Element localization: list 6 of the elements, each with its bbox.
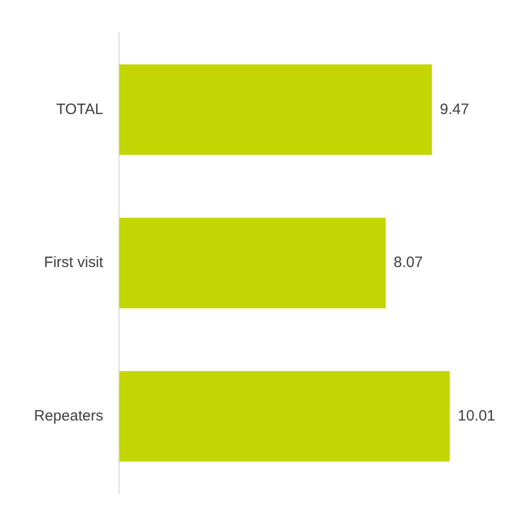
y-tick-label: Repeaters [34, 407, 104, 424]
data-label: 9.47 [440, 100, 470, 118]
y-tick-label: First visit [44, 254, 104, 272]
data-label: 10.01 [458, 407, 496, 424]
data-label: 8.07 [394, 254, 423, 272]
y-tick-label: TOTAL [56, 100, 104, 118]
